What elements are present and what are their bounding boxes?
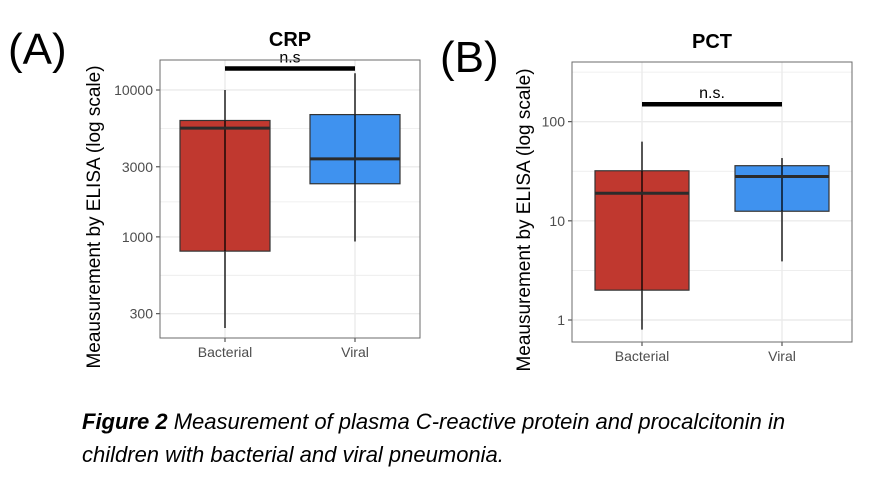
y-tick-label: 100 — [542, 114, 566, 130]
plot-border — [159, 59, 421, 339]
y-tick-label: 3000 — [122, 159, 153, 175]
y-axis-label: Meausurement by ELISA (log scale) — [84, 65, 105, 368]
y-axis-label: Meausurement by ELISA (log scale) — [514, 68, 535, 371]
caption-label: Figure 2 — [82, 409, 168, 434]
panel-label: (B) — [440, 33, 499, 82]
x-tick-label: Bacterial — [615, 348, 669, 364]
chart-title: PCT — [692, 31, 732, 53]
x-tick-label: Bacterial — [198, 344, 252, 360]
y-tick-label: 300 — [130, 306, 154, 322]
significance-label: n.s. — [699, 85, 725, 102]
y-tick-label: 10 — [549, 213, 565, 229]
figure-caption: Figure 2 Measurement of plasma C-reactiv… — [82, 405, 842, 471]
plot-border — [571, 61, 853, 343]
chart-title: CRP — [269, 29, 311, 51]
panel-label: (A) — [8, 25, 67, 74]
panel-a-crp: (A) CRP 300 1000 3000 10000 Bacterial Viral Meau… — [8, 25, 421, 369]
panel-b-pct: (B) PCT 1 10 100 Bacterial Viral Meausurement b… — [440, 31, 853, 372]
x-tick-label: Viral — [341, 344, 369, 360]
significance-label: n.s — [279, 50, 300, 67]
y-tick-label: 10000 — [114, 82, 153, 98]
caption-text: Measurement of plasma C-reactive protein… — [82, 409, 786, 467]
y-tick-label: 1000 — [122, 229, 153, 245]
x-tick-label: Viral — [768, 348, 796, 364]
y-tick-label: 1 — [557, 312, 565, 328]
